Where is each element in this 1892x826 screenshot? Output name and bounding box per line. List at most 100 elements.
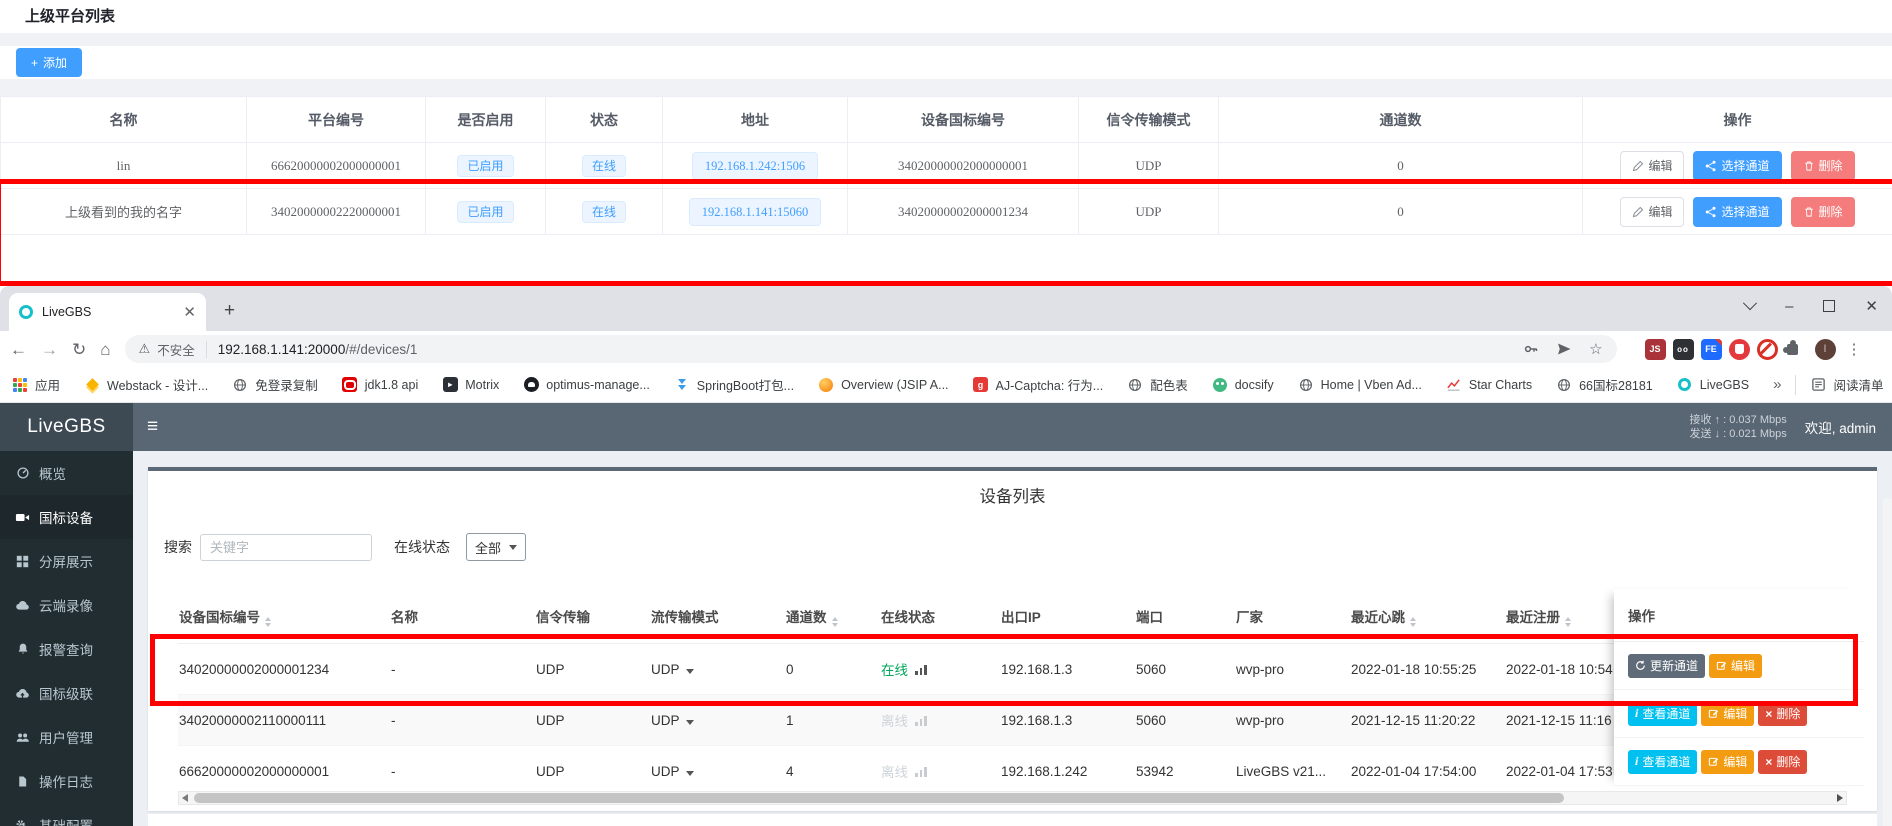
add-button-label: 添加 — [43, 56, 68, 70]
app-logo[interactable]: LiveGBS — [0, 403, 133, 451]
sidebar-item-overview[interactable]: 概览 — [0, 451, 133, 495]
delete-button[interactable]: × 删除 — [1758, 701, 1808, 726]
close-button[interactable]: ✕ — [1865, 298, 1878, 315]
sidebar-item-operation-log[interactable]: 操作日志 — [0, 759, 133, 803]
blocker-extension-icon[interactable] — [1756, 338, 1778, 360]
bar-chart-icon — [915, 767, 927, 777]
cell-stream-mode[interactable]: UDP — [650, 694, 785, 746]
bookmark-star-icon[interactable]: ☆ — [1589, 341, 1603, 358]
bookmark-item[interactable]: 66国标28181 — [1556, 375, 1653, 394]
fehelper-extension-icon[interactable]: FE — [1700, 338, 1722, 360]
scrollbar-thumb[interactable] — [194, 793, 1564, 803]
col-actions: 操作 — [1582, 96, 1892, 143]
sidebar-item-gb-devices[interactable]: 国标设备 — [0, 495, 133, 539]
col-heartbeat[interactable]: 最近心跳 — [1350, 589, 1505, 644]
password-key-icon[interactable] — [1523, 341, 1539, 357]
vertical-scrollbar[interactable] — [1883, 499, 1892, 826]
sidebar-label: 国标设备 — [39, 511, 93, 526]
select-channel-button[interactable]: 选择通道 — [1693, 150, 1782, 181]
sidebar-item-alarm-query[interactable]: 报警查询 — [0, 627, 133, 671]
update-channels-button[interactable]: 更新通道 — [1628, 653, 1706, 678]
back-icon[interactable]: ← — [10, 339, 27, 359]
edit-button[interactable]: 编辑 — [1701, 749, 1755, 774]
proxy-glasses-extension-icon[interactable]: oo — [1672, 338, 1694, 360]
address-bar[interactable]: ⚠ 不安全 192.168.1.141:20000/#/devices/1 ☆ — [124, 335, 1617, 363]
col-vendor: 厂家 — [1235, 589, 1350, 644]
col-enabled: 是否启用 — [425, 96, 546, 143]
reload-icon[interactable]: ↻ — [72, 339, 87, 359]
col-address: 地址 — [662, 96, 848, 143]
sidebar-item-gb-cascade[interactable]: 国标级联 — [0, 671, 133, 715]
edit-button[interactable]: 编辑 — [1709, 653, 1763, 678]
edit-button[interactable]: 编辑 — [1620, 196, 1685, 227]
address-badge[interactable]: 192.168.1.141:15060 — [688, 197, 822, 226]
cell-stream-mode[interactable]: UDP — [650, 643, 785, 695]
bookmark-item[interactable]: Overview (JSIP A... — [818, 377, 949, 393]
col-channels[interactable]: 通道数 — [785, 589, 880, 644]
sidebar-item-basic-config[interactable]: 基础配置 — [0, 803, 133, 826]
profile-avatar[interactable]: l — [1814, 338, 1836, 360]
minimize-button[interactable]: – — [1785, 297, 1794, 315]
adblock-hand-extension-icon[interactable] — [1728, 338, 1750, 360]
bookmark-apps[interactable]: 应用 — [12, 375, 60, 394]
view-channels-button[interactable]: i 查看通道 — [1628, 701, 1698, 726]
browser-toolbar: ← → ↻ ⌂ ⚠ 不安全 192.168.1.141:20000/#/devi… — [0, 331, 1892, 367]
bookmark-item[interactable]: Webstack - 设计... — [84, 375, 208, 394]
new-tab-button[interactable]: + — [224, 300, 236, 321]
add-button[interactable]: + 添加 — [16, 48, 83, 77]
view-channels-button[interactable]: i 查看通道 — [1628, 749, 1698, 774]
home-icon[interactable]: ⌂ — [100, 339, 111, 359]
forward-icon[interactable]: → — [41, 339, 58, 359]
scroll-right-icon[interactable] — [1837, 794, 1843, 802]
browser-tab[interactable]: LiveGBS ✕ — [9, 293, 206, 331]
bookmark-item[interactable]: optimus-manage... — [523, 377, 650, 393]
bookmark-item[interactable]: g AJ-Captcha: 行为... — [973, 375, 1103, 394]
cloud-icon — [15, 598, 30, 613]
send-icon[interactable] — [1556, 341, 1572, 357]
grid-icon — [15, 554, 30, 569]
col-device-id[interactable]: 设备国标编号 — [178, 589, 390, 644]
sidebar-item-cloud-recording[interactable]: 云端录像 — [0, 583, 133, 627]
js-extension-icon[interactable]: JS — [1644, 338, 1666, 360]
delete-button[interactable]: 删除 — [1790, 150, 1855, 181]
search-input[interactable] — [200, 533, 372, 561]
address-badge[interactable]: 192.168.1.242:1506 — [691, 151, 819, 180]
bookmark-item[interactable]: SpringBoot打包... — [674, 375, 794, 394]
online-status-select[interactable]: 全部 — [466, 533, 527, 561]
bookmark-item[interactable]: Star Charts — [1446, 377, 1532, 393]
bookmark-item[interactable]: Home | Vben Ad... — [1298, 377, 1422, 393]
cell-channels: 0 — [1218, 142, 1583, 189]
cell-stream-mode[interactable]: UDP — [650, 745, 785, 797]
bookmark-item[interactable]: jdk1.8 api — [342, 377, 418, 393]
delete-button[interactable]: 删除 — [1790, 196, 1855, 227]
maximize-button[interactable] — [1823, 300, 1836, 312]
sidebar-item-split-screen[interactable]: 分屏展示 — [0, 539, 133, 583]
cell-name: 上级看到的我的名字 — [0, 188, 247, 235]
edit-square-icon — [1716, 661, 1727, 670]
bar-chart-icon[interactable] — [915, 665, 927, 675]
reading-list-button[interactable]: 阅读清单 — [1810, 375, 1883, 394]
sidebar-item-user-management[interactable]: 用户管理 — [0, 715, 133, 759]
tab-close-icon[interactable]: ✕ — [183, 304, 196, 321]
bookmark-item[interactable]: LiveGBS — [1677, 377, 1749, 393]
bookmark-item[interactable]: 免登录复制 — [232, 375, 318, 394]
edit-button[interactable]: 编辑 — [1701, 701, 1755, 726]
window-dropdown-icon[interactable] — [1743, 296, 1758, 311]
delete-button[interactable]: × 删除 — [1758, 749, 1808, 774]
bookmark-item[interactable]: ▸ Motrix — [442, 377, 499, 393]
horizontal-scrollbar[interactable] — [178, 791, 1847, 805]
online-link[interactable]: 在线 — [881, 663, 908, 678]
welcome-user[interactable]: 欢迎, admin — [1804, 421, 1876, 436]
status-badge: 在线 — [581, 200, 626, 223]
hamburger-menu-icon[interactable]: ≡ — [147, 416, 159, 437]
bookmark-item[interactable]: 配色表 — [1127, 375, 1188, 394]
edit-button[interactable]: 编辑 — [1620, 150, 1685, 181]
scroll-left-icon[interactable] — [182, 794, 188, 802]
browser-menu-icon[interactable]: ⋮ — [1846, 341, 1862, 358]
bookmark-item[interactable]: docsify — [1212, 377, 1274, 393]
cloud-upload-icon — [15, 686, 30, 701]
select-channel-button[interactable]: 选择通道 — [1693, 196, 1782, 227]
extensions-puzzle-icon[interactable] — [1783, 339, 1801, 357]
docsify-icon — [1212, 377, 1228, 393]
bookmarks-overflow-icon[interactable]: » — [1773, 376, 1782, 393]
